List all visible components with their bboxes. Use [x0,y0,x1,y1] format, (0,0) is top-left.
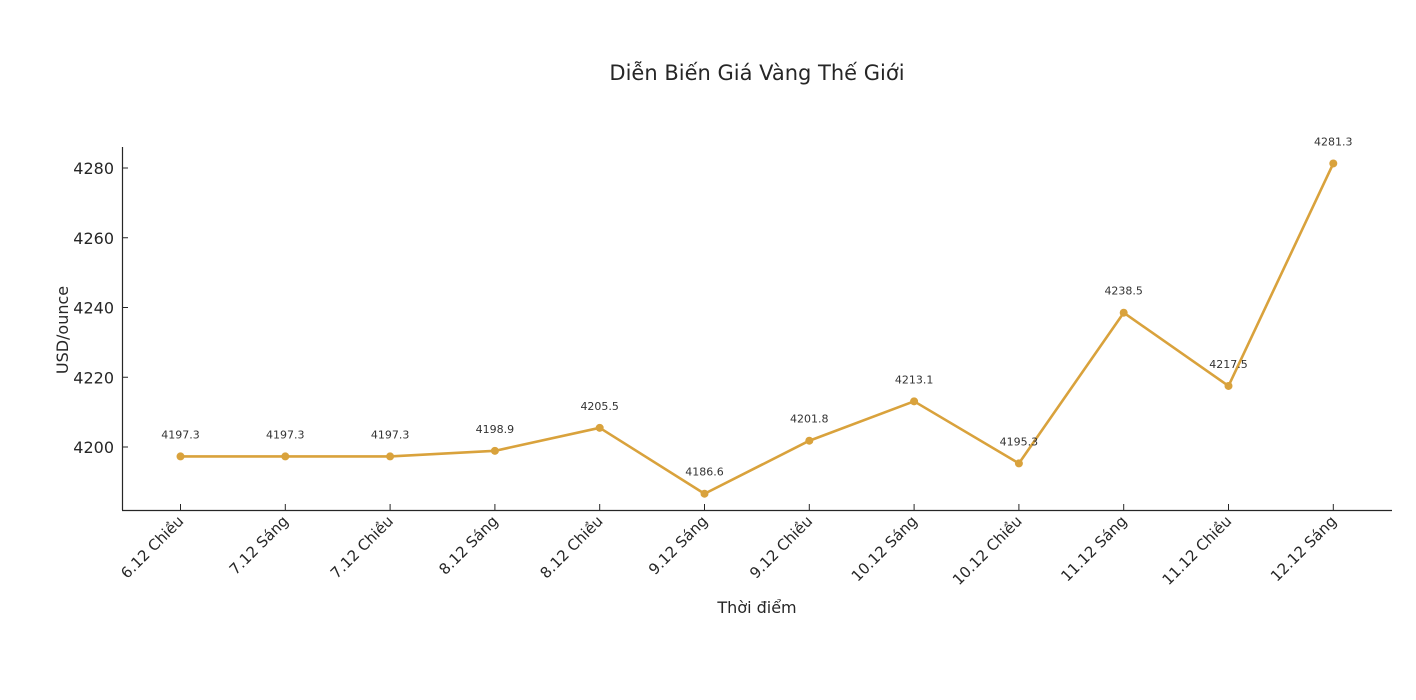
data-point [386,452,395,461]
y-axis-label: USD/ounce [53,286,72,374]
data-point [1119,308,1128,317]
data-label: 4197.3 [161,428,200,441]
data-label: 4197.3 [371,428,410,441]
x-tick-label: 11.12 Chiều [1159,512,1236,589]
data-label: 4197.3 [266,428,305,441]
y-tick-label: 4200 [73,438,114,457]
data-label: 4238.5 [1104,285,1143,298]
data-label: 4195.3 [1000,435,1039,448]
axes [121,147,1392,512]
x-axis-ticks: 6.12 Chiều 7.12 Sáng 7.12 Chiều 8.12 Sáng 8.… [117,504,1340,589]
y-tick-label: 4280 [73,159,114,178]
data-label: 4281.3 [1314,135,1353,148]
x-tick-label: 7.12 Chiều [327,512,397,582]
price-line [179,162,1335,496]
data-point [1329,159,1338,168]
data-label: 4213.1 [895,373,934,386]
data-point [1224,381,1233,390]
x-tick-label: 8.12 Chiều [536,512,606,582]
x-tick-label: 7.12 Sáng [226,512,292,578]
data-point-markers [176,159,1338,498]
y-axis-ticks: 4200 4220 4240 4260 4280 [73,159,128,457]
data-point [1014,459,1023,468]
data-point-labels: 4197.3 4197.3 4197.3 4198.9 4205.5 4186.6 4201… [161,135,1352,478]
x-tick-label: 6.12 Chiều [117,512,187,582]
data-label: 4198.9 [476,423,515,436]
y-tick-label: 4220 [73,368,114,387]
x-tick-label: 12.12 Sáng [1267,512,1340,585]
data-label: 4205.5 [580,400,619,413]
data-point [490,446,499,455]
x-tick-label: 10.12 Sáng [848,512,921,585]
x-axis-label: Thời điểm [716,598,796,617]
data-point [595,423,604,432]
data-point [700,489,709,498]
chart-title: Diễn Biến Giá Vàng Thế Giới [609,60,904,85]
x-tick-label: 11.12 Sáng [1057,512,1130,585]
y-tick-label: 4240 [73,299,114,318]
data-point [176,452,185,461]
data-point [281,452,290,461]
x-tick-label: 10.12 Chiều [949,512,1026,589]
x-tick-label: 9.12 Sáng [645,512,711,578]
data-label: 4217.5 [1209,358,1248,371]
series-gold-price: 4197.3 4197.3 4197.3 4198.9 4205.5 4186.6 4201… [161,135,1353,498]
data-label: 4186.6 [685,466,724,479]
data-point [910,397,919,406]
y-tick-label: 4260 [73,229,114,248]
x-tick-label: 9.12 Chiều [746,512,816,582]
x-tick-label: 8.12 Sáng [435,512,501,578]
data-point [805,436,814,445]
data-label: 4201.8 [790,413,829,426]
